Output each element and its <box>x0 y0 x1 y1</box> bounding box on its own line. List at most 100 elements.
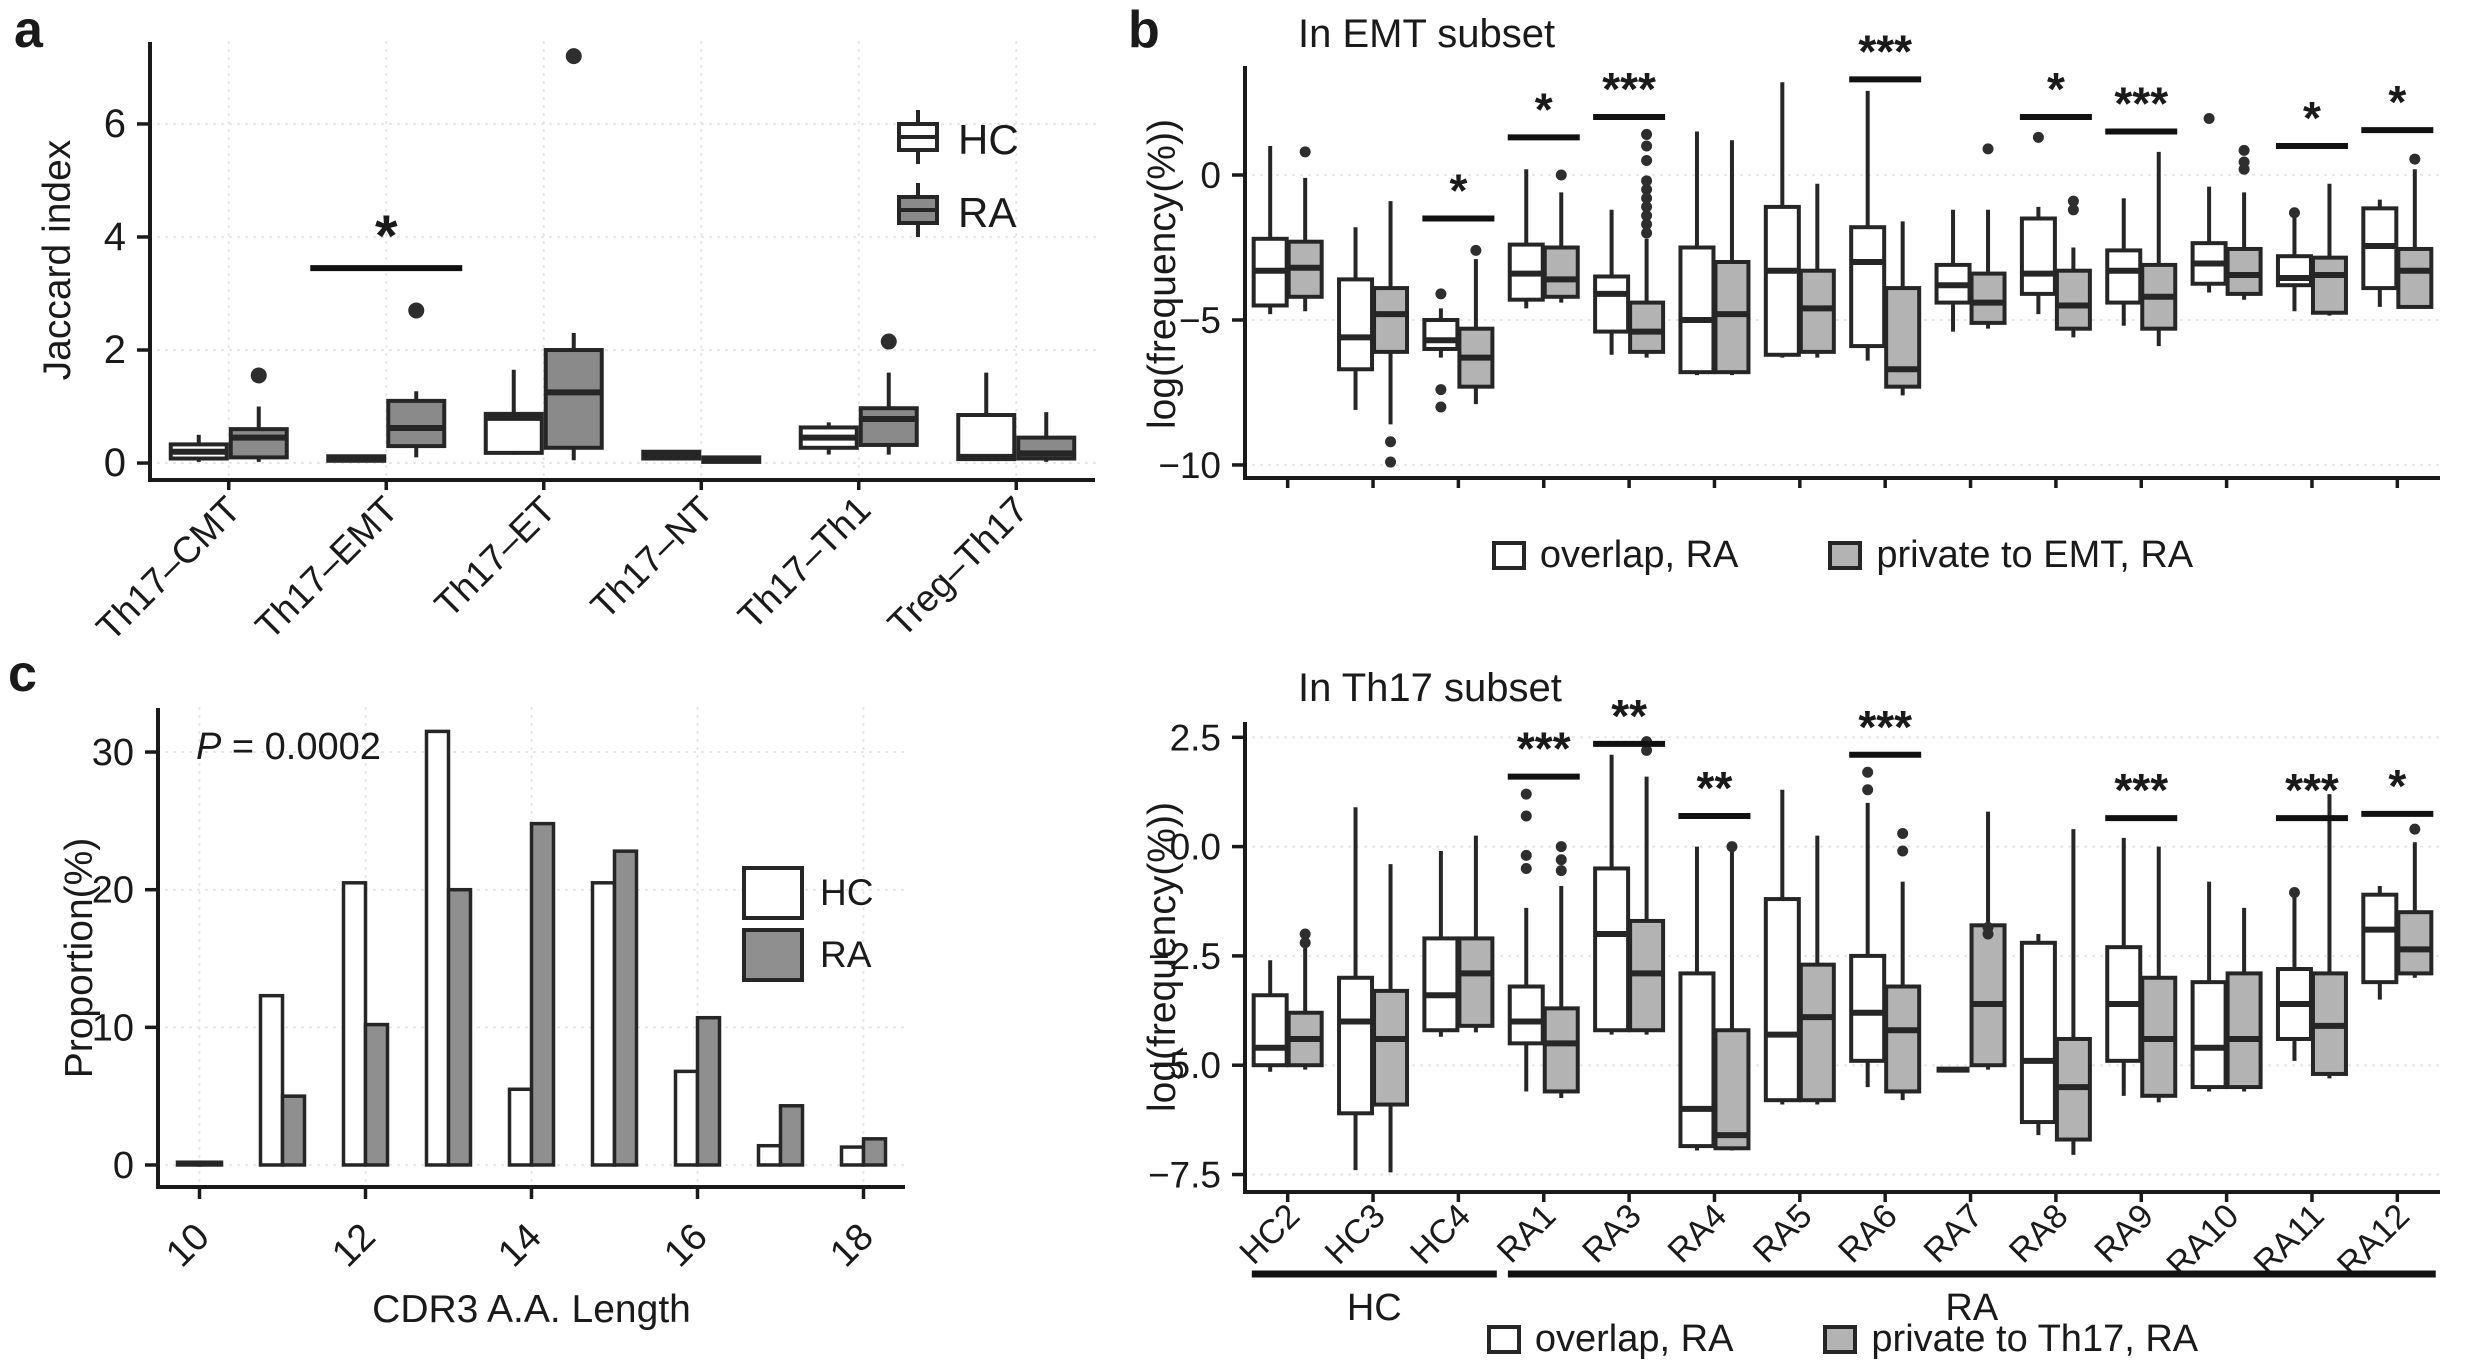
svg-text:***: *** <box>1858 701 1912 753</box>
svg-text:14: 14 <box>490 1216 550 1276</box>
legend-label: RA <box>958 188 1017 236</box>
legend-label: private to EMT, RA <box>1876 534 2194 576</box>
legend-item-hc: HC <box>896 108 1019 171</box>
svg-text:RA9: RA9 <box>2087 1197 2161 1271</box>
svg-text:−5.0: −5.0 <box>1148 1045 1221 1086</box>
svg-text:30: 30 <box>92 732 134 774</box>
legend-label: overlap, RA <box>1539 534 1739 576</box>
legend-label: private to Th17, RA <box>1871 1318 2199 1360</box>
panel-b-letter: b <box>1128 1 1160 59</box>
box-key-gray-icon <box>1823 1325 1858 1354</box>
svg-text:18: 18 <box>822 1216 882 1276</box>
box-key-gray-icon <box>1828 541 1863 570</box>
svg-text:*: * <box>2388 76 2406 128</box>
panel-b-top-y-axis-title: log(frequency(%)) <box>1141 119 1184 429</box>
panel-b-top-title: In EMT subset <box>1298 12 1556 56</box>
legend-item-overlap-ra: overlap, RA <box>1486 1318 1734 1361</box>
svg-text:*: * <box>375 204 398 269</box>
bar-key-gray-icon <box>742 928 804 982</box>
svg-text:***: *** <box>2285 764 2339 816</box>
svg-text:−2.5: −2.5 <box>1148 936 1221 977</box>
svg-text:RA: RA <box>1945 1287 1998 1329</box>
legend-item-hc: HC <box>742 866 873 920</box>
svg-text:*: * <box>2047 63 2065 115</box>
panel-b-bottom-legend: overlap, RA private to Th17, RA <box>1245 1318 2440 1361</box>
svg-text:***: *** <box>1602 63 1656 115</box>
svg-text:20: 20 <box>92 870 134 912</box>
box-key-white-icon <box>1486 1325 1521 1354</box>
svg-text:*: * <box>1535 83 1553 135</box>
legend-item-private-th17-ra: private to Th17, RA <box>1823 1318 2198 1361</box>
svg-text:−10: −10 <box>1158 445 1221 486</box>
svg-text:RA11: RA11 <box>2246 1197 2331 1282</box>
svg-text:10: 10 <box>158 1216 218 1276</box>
svg-text:2: 2 <box>104 328 126 372</box>
p-symbol: P <box>196 726 222 768</box>
svg-text:*: * <box>1449 165 1467 217</box>
panel-c-legend: HC RA <box>742 866 873 990</box>
legend-item-ra: RA <box>742 928 871 982</box>
bar-key-white-icon <box>742 866 804 920</box>
panel-c-x-axis-title: CDR3 A.A. Length <box>372 1288 691 1331</box>
p-value: = 0.0002 <box>221 726 381 768</box>
svg-text:10: 10 <box>92 1007 134 1049</box>
svg-text:***: *** <box>1858 25 1912 77</box>
svg-text:Th17–ET: Th17–ET <box>427 489 564 626</box>
boxplot-key-white-icon <box>896 108 940 171</box>
svg-text:RA8: RA8 <box>2002 1197 2076 1271</box>
panel-b-top-legend: overlap, RA private to EMT, RA <box>1245 534 2440 577</box>
svg-text:16: 16 <box>656 1216 716 1276</box>
panel-a-letter: a <box>14 1 43 59</box>
box-key-white-icon <box>1491 541 1526 570</box>
svg-text:HC2: HC2 <box>1232 1197 1307 1272</box>
svg-text:*: * <box>2388 760 2406 812</box>
legend-item-private-emt-ra: private to EMT, RA <box>1828 534 2193 577</box>
svg-text:RA1: RA1 <box>1490 1197 1564 1271</box>
svg-text:HC3: HC3 <box>1318 1197 1393 1272</box>
svg-text:*: * <box>2303 92 2321 144</box>
svg-text:RA5: RA5 <box>1746 1197 1820 1271</box>
svg-text:6: 6 <box>104 102 126 146</box>
boxplot-key-gray-icon <box>896 181 940 244</box>
svg-text:4: 4 <box>104 215 126 259</box>
svg-text:0: 0 <box>113 1145 134 1187</box>
svg-text:RA7: RA7 <box>1917 1197 1991 1271</box>
svg-text:Th17–Th1: Th17–Th1 <box>730 489 878 637</box>
panel-b-bottom-title: In Th17 subset <box>1298 666 1562 710</box>
panel-a-y-axis-title: Jaccard index <box>36 139 79 381</box>
svg-text:2.5: 2.5 <box>1170 717 1221 758</box>
svg-text:HC: HC <box>1347 1287 1402 1329</box>
p-value-annotation: P = 0.0002 <box>196 726 381 769</box>
svg-text:**: ** <box>1611 690 1647 742</box>
svg-text:***: *** <box>2114 764 2168 816</box>
panel-c-bar-chart: 0 10 20 30 10 12 14 16 18 <box>92 707 906 1276</box>
svg-text:***: *** <box>1517 723 1571 775</box>
svg-text:Th17–NT: Th17–NT <box>583 489 721 627</box>
panel-b-emt-boxplot-chart: 0−5−10** ******* *** * * <box>1158 25 2441 488</box>
svg-text:12: 12 <box>324 1216 384 1276</box>
svg-text:RA3: RA3 <box>1575 1197 1649 1271</box>
svg-text:0: 0 <box>1200 155 1221 196</box>
svg-text:−7.5: −7.5 <box>1148 1155 1221 1196</box>
panel-c-letter: c <box>8 645 37 703</box>
svg-text:HC4: HC4 <box>1403 1197 1478 1272</box>
legend-label: RA <box>820 934 872 975</box>
legend-label: HC <box>958 115 1019 163</box>
panel-a-boxplot-chart: 0 2 4 6 Th17–CMT Th17–EMT * Th17–ET Th17–NT Th17–… <box>89 41 1096 649</box>
legend-item-ra: RA <box>896 181 1016 244</box>
legend-item-overlap-ra: overlap, RA <box>1491 534 1739 577</box>
svg-text:**: ** <box>1697 762 1733 814</box>
svg-text:***: *** <box>2114 78 2168 130</box>
svg-text:RA6: RA6 <box>1831 1197 1905 1271</box>
svg-text:0.0: 0.0 <box>1170 827 1221 868</box>
panel-a-legend: HC RA <box>896 108 1019 254</box>
svg-text:Treg–Th17: Treg–Th17 <box>880 489 1036 645</box>
legend-label: HC <box>820 872 874 913</box>
svg-text:Th17–EMT: Th17–EMT <box>248 489 406 647</box>
panel-c-y-axis-title: Proportion(%) <box>58 837 101 1079</box>
legend-label: overlap, RA <box>1534 1318 1734 1360</box>
svg-text:0: 0 <box>104 441 126 485</box>
svg-text:RA4: RA4 <box>1660 1197 1734 1271</box>
